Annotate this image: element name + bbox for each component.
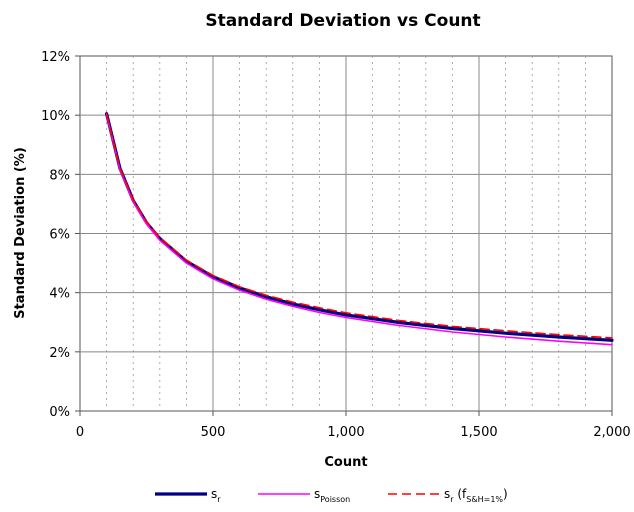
y-tick-label: 6% xyxy=(49,228,70,243)
y-tick-label: 8% xyxy=(49,168,70,183)
y-tick-label: 0% xyxy=(49,405,70,420)
series-line-3 xyxy=(105,112,613,339)
x-axis-ticks: 0 500 1,000 1,500 2,000 xyxy=(76,411,631,440)
x-tick-label: 500 xyxy=(201,425,226,440)
y-tick-label: 10% xyxy=(41,109,70,124)
x-tick-label: 1,000 xyxy=(327,425,364,440)
x-tick-label: 0 xyxy=(76,425,84,440)
legend: sr sPoisson sr (fS&H=1%) xyxy=(155,487,508,504)
legend-label: sPoisson xyxy=(314,487,350,504)
x-tick-label: 1,500 xyxy=(460,425,497,440)
chart-title: Standard Deviation vs Count xyxy=(205,11,480,31)
x-axis-label: Count xyxy=(324,455,367,470)
legend-label: sr xyxy=(211,487,221,504)
legend-label: sr (fS&H=1%) xyxy=(444,487,508,504)
y-axis-ticks: 0% 2% 4% 6% 8% 10% 12% xyxy=(41,50,80,420)
y-tick-label: 12% xyxy=(41,50,70,65)
y-tick-label: 4% xyxy=(49,287,70,302)
series-line-1 xyxy=(104,112,614,342)
x-tick-label: 2,000 xyxy=(593,425,630,440)
major-grid xyxy=(80,56,612,411)
y-axis-label: Standard Deviation (%) xyxy=(13,147,28,319)
series-lines xyxy=(104,112,614,346)
series-line-2 xyxy=(105,114,613,346)
y-tick-label: 2% xyxy=(49,346,70,361)
